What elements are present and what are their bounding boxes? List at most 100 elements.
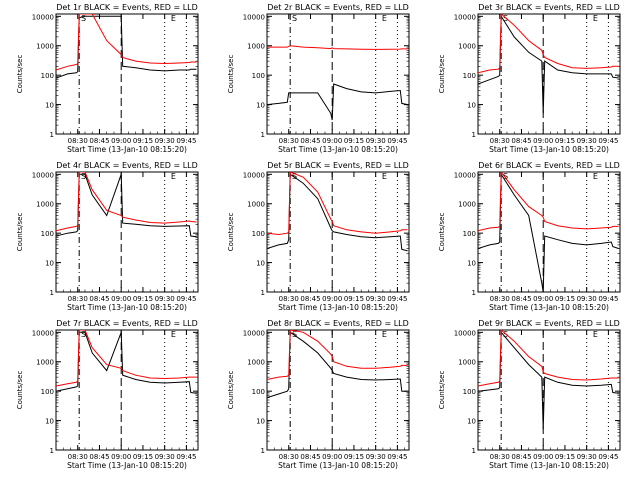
y-tick-label: 1 bbox=[472, 131, 476, 139]
start-marker: S bbox=[503, 172, 508, 181]
series-line-events bbox=[56, 15, 197, 79]
x-tick-label: 09:15 bbox=[344, 137, 364, 145]
y-tick-label: 1000 bbox=[247, 201, 265, 209]
x-tick-label: 09:00 bbox=[533, 137, 553, 145]
x-tick-label: 09:30 bbox=[155, 295, 175, 303]
x-tick-label: 08:30 bbox=[68, 137, 88, 145]
end-marker: E bbox=[382, 14, 387, 23]
y-tick-label: 10 bbox=[467, 102, 476, 110]
y-axis-label: Counts/sec bbox=[227, 55, 235, 94]
x-tick-label: 08:30 bbox=[279, 137, 299, 145]
x-tick-label: 08:45 bbox=[300, 453, 320, 461]
y-tick-label: 100 bbox=[252, 388, 265, 396]
x-tick-label: 08:45 bbox=[511, 137, 531, 145]
y-tick-label: 10000 bbox=[32, 329, 54, 337]
x-tick-label: 09:15 bbox=[133, 137, 153, 145]
plot-frame bbox=[55, 171, 199, 293]
y-tick-label: 100 bbox=[41, 388, 54, 396]
y-tick-label: 1000 bbox=[458, 359, 476, 367]
chart-panel-6: Det 6r BLACK = Events, RED = LLD Counts/s… bbox=[438, 161, 621, 312]
series-line-lld bbox=[56, 172, 197, 232]
series-line-lld bbox=[478, 14, 619, 74]
y-axis-label: Counts/sec bbox=[438, 213, 446, 252]
chart-panel-7: Det 7r BLACK = Events, RED = LLD Counts/s… bbox=[16, 319, 199, 470]
y-tick-label: 10000 bbox=[454, 329, 476, 337]
y-tick-label: 10000 bbox=[32, 13, 54, 21]
y-tick-label: 1 bbox=[472, 289, 476, 297]
x-tick-label: 09:30 bbox=[577, 137, 597, 145]
x-tick-label: 09:00 bbox=[322, 453, 342, 461]
y-axis-label: Counts/sec bbox=[16, 371, 24, 410]
end-marker: E bbox=[171, 14, 176, 23]
series-line-events bbox=[478, 14, 619, 114]
start-marker: S bbox=[81, 172, 86, 181]
series-line-events bbox=[267, 331, 408, 399]
y-tick-label: 10 bbox=[45, 260, 54, 268]
x-tick-label: 09:30 bbox=[366, 137, 386, 145]
x-tick-label: 08:45 bbox=[89, 453, 109, 461]
start-marker: S bbox=[81, 330, 86, 339]
plot-frame bbox=[477, 329, 621, 451]
x-tick-label: 08:45 bbox=[511, 453, 531, 461]
chart-panel-2: Det 2r BLACK = Events, RED = LLD Counts/s… bbox=[227, 3, 410, 154]
y-axis-label: Counts/sec bbox=[438, 371, 446, 410]
panel-title: Det 3r BLACK = Events, RED = LLD bbox=[478, 3, 620, 12]
x-tick-label: 09:15 bbox=[555, 137, 575, 145]
x-tick-label: 08:30 bbox=[68, 295, 88, 303]
x-tick-label: 09:45 bbox=[598, 453, 618, 461]
x-tick-label: 09:15 bbox=[133, 295, 153, 303]
series-line-events bbox=[267, 173, 408, 252]
x-tick-label: 09:15 bbox=[555, 453, 575, 461]
start-marker: S bbox=[503, 330, 508, 339]
x-tick-label: 08:30 bbox=[490, 295, 510, 303]
x-tick-label: 08:30 bbox=[279, 295, 299, 303]
y-tick-label: 1000 bbox=[458, 43, 476, 51]
y-tick-label: 10000 bbox=[243, 13, 265, 21]
y-tick-label: 1000 bbox=[36, 359, 54, 367]
y-tick-label: 1000 bbox=[458, 201, 476, 209]
panel-title: Det 4r BLACK = Events, RED = LLD bbox=[56, 161, 198, 170]
y-tick-label: 10000 bbox=[454, 171, 476, 179]
y-axis-label: Counts/sec bbox=[227, 371, 235, 410]
end-marker: E bbox=[382, 172, 387, 181]
start-marker: S bbox=[292, 330, 297, 339]
panel-title: Det 2r BLACK = Events, RED = LLD bbox=[267, 3, 409, 12]
y-tick-label: 10000 bbox=[243, 329, 265, 337]
x-tick-label: 09:30 bbox=[155, 137, 175, 145]
x-tick-label: 09:00 bbox=[111, 137, 131, 145]
chart-panel-4: Det 4r BLACK = Events, RED = LLD Counts/s… bbox=[16, 161, 199, 312]
x-tick-label: 09:30 bbox=[577, 453, 597, 461]
plot-frame bbox=[477, 13, 621, 135]
x-tick-label: 09:15 bbox=[344, 453, 364, 461]
start-marker: S bbox=[81, 14, 86, 23]
plot-frame bbox=[477, 171, 621, 293]
series-line-events bbox=[478, 330, 619, 430]
series-line-lld bbox=[267, 172, 408, 236]
x-tick-label: 08:30 bbox=[490, 137, 510, 145]
x-axis-label: Start Time (13-Jan-10 08:15:20) bbox=[489, 145, 609, 154]
x-tick-label: 09:45 bbox=[387, 453, 407, 461]
y-tick-label: 1 bbox=[50, 289, 54, 297]
y-tick-label: 1 bbox=[50, 447, 54, 455]
panel-title: Det 5r BLACK = Events, RED = LLD bbox=[267, 161, 409, 170]
x-tick-label: 09:45 bbox=[598, 137, 618, 145]
x-axis-label: Start Time (13-Jan-10 08:15:20) bbox=[278, 303, 398, 312]
x-axis-label: Start Time (13-Jan-10 08:15:20) bbox=[489, 461, 609, 470]
y-tick-label: 10 bbox=[467, 418, 476, 426]
y-tick-label: 1 bbox=[261, 289, 265, 297]
y-tick-label: 100 bbox=[463, 230, 476, 238]
chart-panel-8: Det 8r BLACK = Events, RED = LLD Counts/s… bbox=[227, 319, 410, 470]
y-tick-label: 100 bbox=[41, 230, 54, 238]
x-tick-label: 09:45 bbox=[176, 137, 196, 145]
series-line-lld bbox=[267, 330, 408, 380]
x-tick-label: 09:15 bbox=[344, 295, 364, 303]
series-line-lld bbox=[56, 14, 197, 71]
x-axis-label: Start Time (13-Jan-10 08:15:20) bbox=[67, 461, 187, 470]
y-axis-label: Counts/sec bbox=[227, 213, 235, 252]
series-line-events bbox=[478, 172, 619, 292]
y-tick-label: 100 bbox=[463, 72, 476, 80]
x-axis-label: Start Time (13-Jan-10 08:15:20) bbox=[67, 303, 187, 312]
panel-title: Det 6r BLACK = Events, RED = LLD bbox=[478, 161, 620, 170]
x-tick-label: 09:15 bbox=[133, 453, 153, 461]
x-tick-label: 08:45 bbox=[511, 295, 531, 303]
